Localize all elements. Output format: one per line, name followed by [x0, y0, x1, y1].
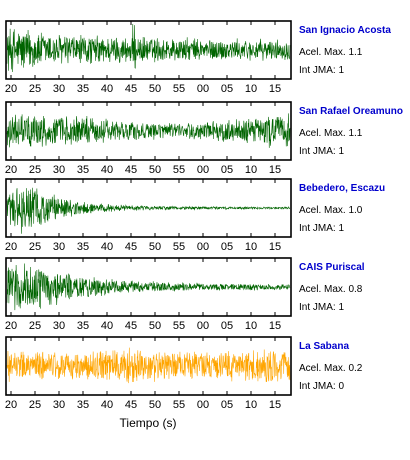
station-name: San Ignacio Acosta: [299, 25, 391, 36]
x-tick-label: 45: [125, 164, 137, 176]
x-tick-label: 35: [77, 320, 89, 332]
x-tick-label: 15: [269, 241, 281, 253]
x-tick-label: 20: [5, 320, 17, 332]
x-tick-label: 20: [5, 164, 17, 176]
station-name: CAIS Puriscal: [299, 262, 365, 273]
x-tick-label: 10: [245, 399, 257, 411]
x-tick-label: 35: [77, 399, 89, 411]
x-tick-label: 45: [125, 320, 137, 332]
trace-2: [6, 113, 291, 148]
accel-max-label: Acel. Max. 1.1: [299, 47, 363, 58]
x-tick-label: 35: [77, 164, 89, 176]
panel-frame-3: [5, 178, 292, 238]
x-tick-label: 10: [245, 241, 257, 253]
trace-3: [6, 187, 291, 234]
jma-intensity-label: Int JMA: 1: [299, 146, 344, 157]
x-tick-label: 10: [245, 164, 257, 176]
x-tick-label: 30: [53, 241, 65, 253]
x-tick-label: 05: [221, 399, 233, 411]
x-tick-label: 55: [173, 83, 185, 95]
x-tick-label: 00: [197, 83, 209, 95]
panel-frame-5: [5, 336, 292, 396]
trace-1: [6, 23, 291, 73]
x-tick-label: 05: [221, 241, 233, 253]
jma-intensity-label: Int JMA: 1: [299, 65, 344, 76]
x-tick-label: 30: [53, 83, 65, 95]
jma-intensity-label: Int JMA: 0: [299, 381, 344, 392]
x-tick-label: 05: [221, 164, 233, 176]
x-tick-label: 50: [149, 241, 161, 253]
x-tick-label: 50: [149, 164, 161, 176]
station-name: San Rafael Oreamuno: [299, 106, 403, 117]
x-tick-label: 00: [197, 399, 209, 411]
panel-frame-1: [5, 20, 292, 80]
x-tick-label: 35: [77, 241, 89, 253]
x-tick-label: 55: [173, 164, 185, 176]
jma-intensity-label: Int JMA: 1: [299, 223, 344, 234]
x-tick-label: 25: [29, 83, 41, 95]
x-tick-label: 55: [173, 320, 185, 332]
x-tick-label: 00: [197, 241, 209, 253]
x-tick-label: 20: [5, 399, 17, 411]
x-tick-label: 50: [149, 399, 161, 411]
x-tick-label: 45: [125, 241, 137, 253]
x-tick-label: 25: [29, 399, 41, 411]
panel-frame-4: [5, 257, 292, 317]
x-tick-label: 50: [149, 83, 161, 95]
x-tick-label: 15: [269, 164, 281, 176]
x-tick-label: 20: [5, 83, 17, 95]
x-tick-label: 15: [269, 83, 281, 95]
station-name: Bebedero, Escazu: [299, 183, 385, 194]
x-tick-label: 40: [101, 241, 113, 253]
x-tick-label: 10: [245, 83, 257, 95]
accel-max-label: Acel. Max. 0.8: [299, 284, 363, 295]
x-tick-label: 55: [173, 399, 185, 411]
x-tick-label: 40: [101, 399, 113, 411]
x-tick-label: 40: [101, 83, 113, 95]
x-tick-label: 10: [245, 320, 257, 332]
accel-max-label: Acel. Max. 1.1: [299, 128, 363, 139]
station-name: La Sabana: [299, 341, 349, 352]
x-tick-label: 50: [149, 320, 161, 332]
x-tick-label: 25: [29, 320, 41, 332]
x-tick-label: 00: [197, 164, 209, 176]
trace-4: [6, 263, 291, 311]
x-tick-label: 05: [221, 83, 233, 95]
x-axis-label: Tiempo (s): [120, 416, 177, 430]
x-tick-label: 30: [53, 164, 65, 176]
x-tick-label: 55: [173, 241, 185, 253]
x-tick-label: 20: [5, 241, 17, 253]
x-tick-label: 25: [29, 164, 41, 176]
accel-max-label: Acel. Max. 0.2: [299, 363, 363, 374]
x-tick-label: 05: [221, 320, 233, 332]
x-tick-label: 40: [101, 164, 113, 176]
x-tick-label: 00: [197, 320, 209, 332]
jma-intensity-label: Int JMA: 1: [299, 302, 344, 313]
panel-frame-2: [5, 101, 292, 161]
x-tick-label: 15: [269, 320, 281, 332]
x-tick-label: 25: [29, 241, 41, 253]
x-tick-label: 15: [269, 399, 281, 411]
trace-5: [6, 347, 291, 384]
x-tick-label: 30: [53, 399, 65, 411]
accel-max-label: Acel. Max. 1.0: [299, 205, 363, 216]
x-tick-label: 40: [101, 320, 113, 332]
x-tick-label: 35: [77, 83, 89, 95]
x-tick-label: 30: [53, 320, 65, 332]
x-tick-label: 45: [125, 399, 137, 411]
x-tick-label: 45: [125, 83, 137, 95]
